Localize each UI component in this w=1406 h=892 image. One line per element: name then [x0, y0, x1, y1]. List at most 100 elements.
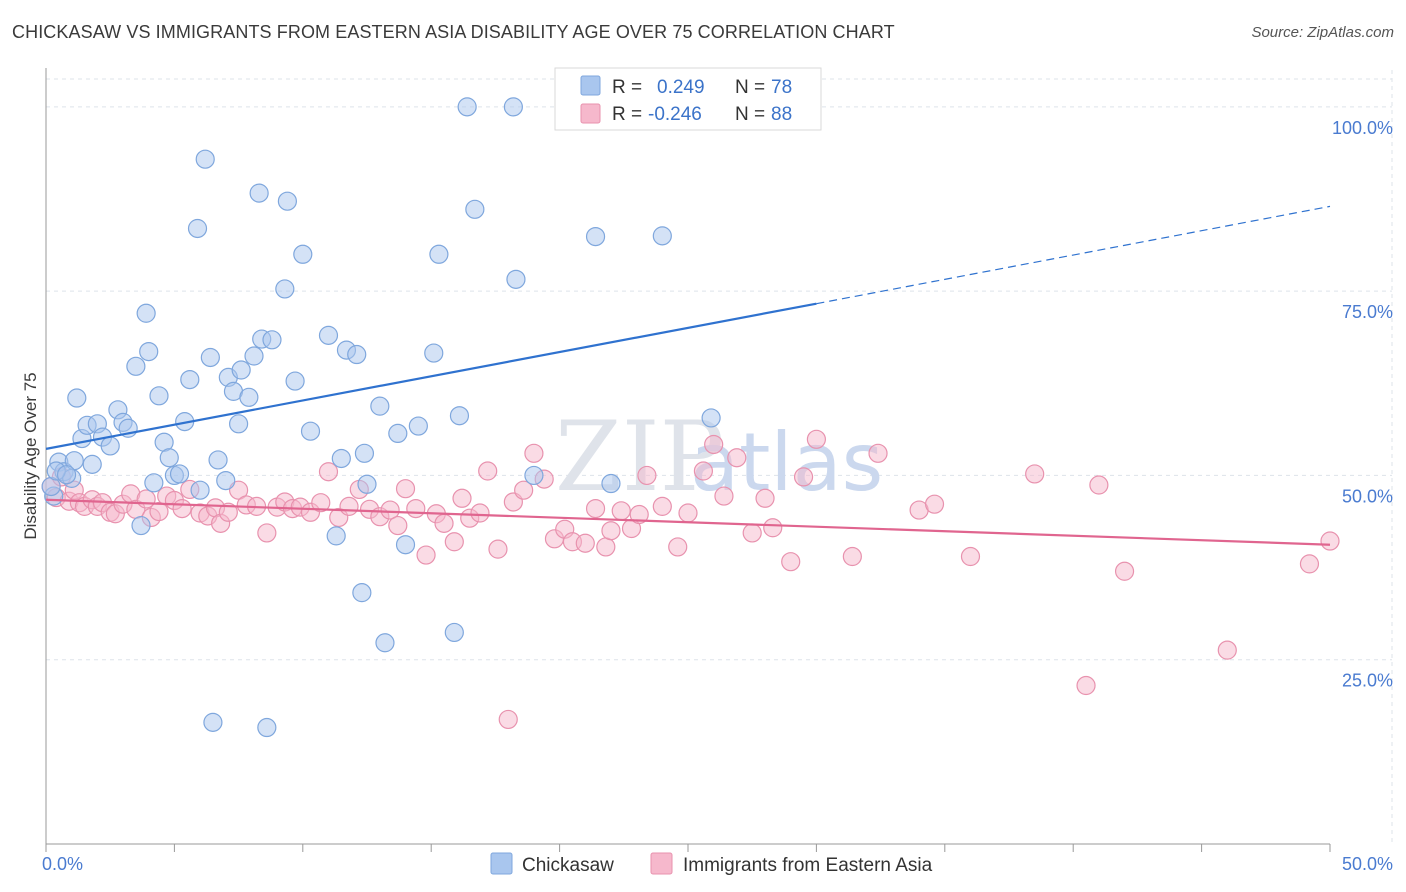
trend-line-immigrants: [45, 498, 1331, 546]
immigrants-point-82: [781, 552, 801, 572]
series-chickasaw: [41, 97, 721, 738]
chickasaw-point-71: [585, 226, 606, 247]
immigrants-point-83: [793, 467, 814, 487]
chickasaw-point-39: [244, 346, 264, 366]
immigrants-point-30: [257, 523, 277, 543]
source-label: Source: ZipAtlas.com: [1251, 24, 1394, 41]
immigrants-point-86: [868, 443, 888, 463]
legend-swatch-pink: [580, 103, 601, 124]
immigrants-point-58: [514, 480, 534, 500]
immigrants-point-27: [229, 480, 249, 500]
chickasaw-point-60: [395, 535, 416, 555]
immigrants-point-91: [1076, 675, 1096, 696]
chickasaw-point-51: [331, 448, 351, 469]
legend-swatch-blue: [580, 75, 601, 96]
legend-n-label-pink: N =: [735, 104, 765, 125]
chickasaw-point-59: [388, 423, 408, 444]
trend-lines: [45, 205, 1331, 546]
chickasaw-point-63: [429, 244, 449, 264]
chickasaw-point-77: [56, 465, 77, 485]
chickasaw-point-18: [139, 341, 159, 362]
immigrants-point-50: [444, 532, 464, 552]
chickasaw-point-43: [262, 330, 282, 350]
chickasaw-point-48: [300, 421, 321, 441]
chickasaw-point-70: [524, 465, 544, 486]
legend-n-value-blue: 78: [771, 77, 792, 98]
chickasaw-point-74: [701, 408, 721, 428]
y-tick-label-3: 100.0%: [1332, 118, 1393, 138]
chickasaw-point-17: [136, 303, 156, 323]
immigrants-point-51: [452, 488, 472, 508]
y-tick-label-2: 75.0%: [1342, 302, 1393, 322]
chickasaw-point-8: [82, 454, 102, 474]
chickasaw-point-73: [652, 226, 672, 246]
y-tick-labels: 25.0% 50.0% 75.0% 100.0%: [1332, 118, 1393, 691]
immigrants-point-47: [416, 545, 436, 565]
chickasaw-point-29: [195, 149, 215, 169]
chickasaw-point-36: [229, 414, 249, 434]
chickasaw-point-53: [347, 344, 367, 365]
immigrants-point-77: [714, 486, 734, 506]
chickasaw-point-32: [208, 450, 228, 470]
legend-r-value-blue: 0.249: [657, 77, 705, 98]
chickasaw-point-5: [67, 388, 87, 408]
chickasaw-point-16: [131, 515, 151, 536]
immigrants-point-20: [172, 499, 192, 519]
immigrants-point-93: [1114, 561, 1135, 581]
immigrants-point-84: [806, 429, 827, 449]
immigrants-point-39: [339, 496, 359, 516]
chickasaw-point-15: [126, 356, 146, 376]
immigrants-point-95: [1299, 554, 1320, 574]
immigrants-point-79: [742, 523, 762, 543]
legend-r-label-blue: R =: [612, 77, 642, 98]
immigrants-point-67: [601, 521, 621, 541]
immigrants-point-75: [693, 461, 714, 481]
immigrants-point-76: [704, 434, 724, 455]
chickasaw-point-66: [457, 97, 477, 117]
chickasaw-point-30: [200, 347, 220, 368]
chickasaw-point-72: [601, 473, 621, 494]
immigrants-point-26: [218, 502, 238, 522]
chickasaw-point-26: [180, 370, 200, 390]
immigrants-point-43: [380, 500, 400, 520]
chickasaw-point-28: [190, 480, 210, 500]
immigrants-point-73: [668, 537, 688, 557]
chickasaw-point-20: [149, 386, 169, 406]
bottom-legend: Chickasaw Immigrants from Eastern Asia: [490, 852, 933, 876]
immigrants-point-66: [596, 537, 616, 557]
legend-r-value-pink: -0.246: [648, 104, 702, 125]
bottom-legend-label-chickasaw: Chickasaw: [522, 855, 614, 876]
immigrants-point-46: [406, 499, 426, 519]
chickasaw-point-61: [408, 416, 428, 436]
chickasaw-point-42: [257, 717, 277, 738]
trend-line-chickasaw: [45, 302, 817, 450]
legend-n-label-blue: N =: [735, 77, 765, 98]
immigrants-point-68: [611, 501, 631, 521]
immigrants-point-49: [434, 513, 454, 533]
immigrants-point-37: [318, 462, 339, 482]
y-tick-label-1: 50.0%: [1342, 486, 1393, 506]
chickasaw-point-58: [375, 633, 395, 653]
immigrants-point-64: [575, 533, 595, 553]
immigrants-point-80: [755, 488, 775, 508]
y-axis-label: Disability Age Over 75: [21, 372, 40, 539]
immigrants-point-94: [1217, 640, 1237, 660]
chickasaw-point-19: [144, 473, 164, 493]
immigrants-point-74: [678, 503, 698, 523]
immigrants-point-55: [488, 539, 508, 559]
immigrants-point-17: [149, 501, 169, 522]
axes: [45, 68, 1331, 852]
immigrants-point-36: [311, 493, 331, 513]
chickasaw-point-64: [444, 622, 464, 643]
immigrants-point-54: [478, 461, 498, 481]
grid: [46, 70, 1393, 844]
chart-title: CHICKASAW VS IMMIGRANTS FROM EASTERN ASI…: [12, 22, 895, 42]
bottom-legend-swatch-immigrants: [650, 852, 673, 875]
chickasaw-point-31: [203, 712, 223, 732]
chickasaw-point-27: [187, 218, 208, 239]
chickasaw-point-56: [357, 474, 377, 494]
chickasaw-point-46: [285, 371, 305, 391]
immigrants-point-72: [652, 496, 672, 516]
immigrants-point-59: [524, 443, 544, 463]
